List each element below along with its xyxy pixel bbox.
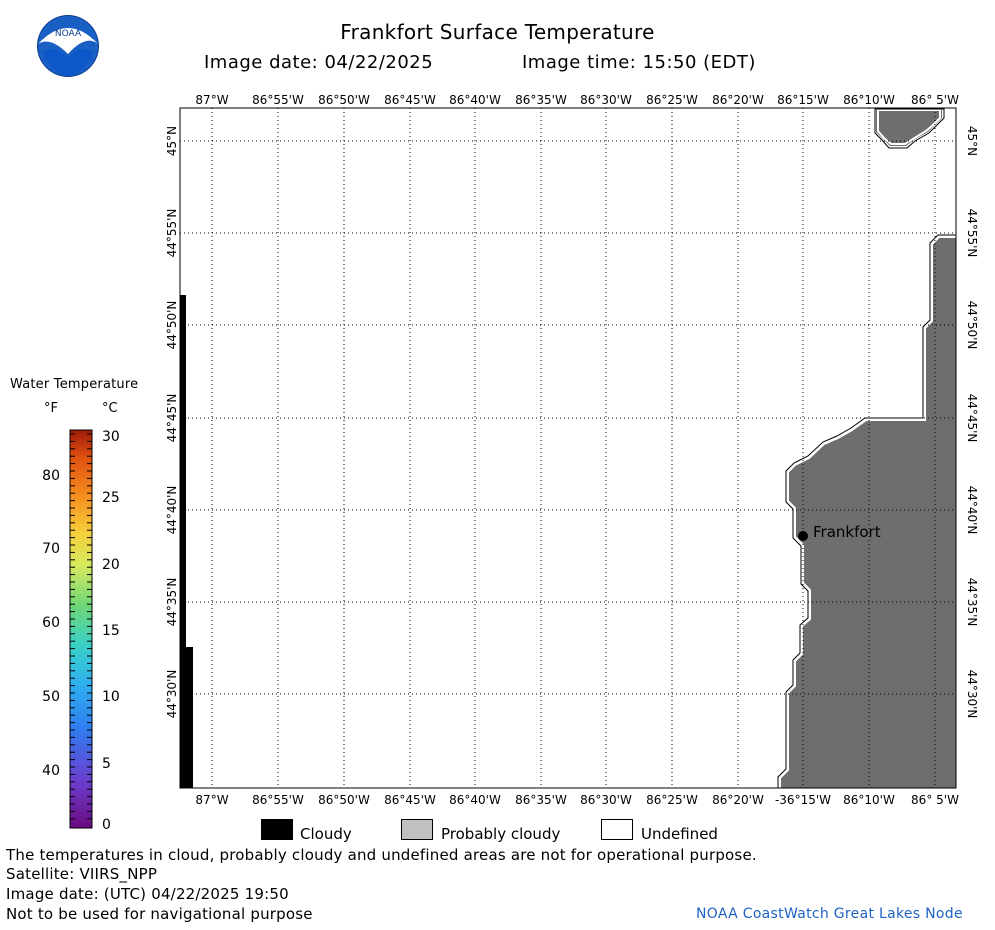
cloud-strip-upper xyxy=(180,295,186,647)
image-date: Image date: 04/22/2025 xyxy=(204,52,434,73)
frankfort-marker xyxy=(798,531,808,541)
lon-labels-top: 87°W 86°55'W 86°50'W 86°45'W 86°40'W 86°35'W 8… xyxy=(195,93,959,107)
island-border xyxy=(874,108,945,149)
lon-label-bottom: 86° 5'W xyxy=(911,793,959,807)
legend-label-probably-cloudy: Probably cloudy xyxy=(441,825,561,843)
noaa-logo: NOAA xyxy=(37,15,99,77)
lon-label-top: 87°W xyxy=(195,93,228,107)
lat-label-left: 44°45'N xyxy=(165,394,179,443)
fahrenheit-labels: 80 70 60 50 40 xyxy=(42,468,60,779)
unit-celsius: °C xyxy=(102,401,118,416)
fahrenheit-label: 60 xyxy=(42,615,60,631)
lon-label-bottom: 86°35'W xyxy=(515,793,567,807)
lon-label-top: 86°35'W xyxy=(515,93,567,107)
lon-label-top: 86°40'W xyxy=(449,93,501,107)
scale-title: Water Temperature xyxy=(10,377,139,392)
cloud-strip-lower xyxy=(180,647,193,788)
fahrenheit-label: 40 xyxy=(42,763,60,779)
legend-label-cloudy: Cloudy xyxy=(300,825,352,843)
lat-label-right: 44°55'N xyxy=(965,209,979,258)
fahrenheit-label: 70 xyxy=(42,541,60,557)
lon-label-top: 86° 5'W xyxy=(911,93,959,107)
lon-label-top: 86°25'W xyxy=(646,93,698,107)
lat-label-left: 45°N xyxy=(165,126,179,156)
shoreline-main xyxy=(779,236,956,788)
island-outline xyxy=(877,109,941,145)
legend-swatch-cloudy xyxy=(261,819,293,840)
lon-label-top: 86°30'W xyxy=(580,93,632,107)
lat-label-right: 44°50'N xyxy=(965,301,979,350)
fahrenheit-label: 50 xyxy=(42,689,60,705)
unit-fahrenheit: °F xyxy=(44,401,58,416)
lon-label-bottom: 86°45'W xyxy=(384,793,436,807)
lon-label-top: 86°55'W xyxy=(252,93,304,107)
land-mass-shore xyxy=(780,237,956,788)
lon-label-bottom: 86°10'W xyxy=(843,793,895,807)
lon-label-bottom: 86°30'W xyxy=(580,793,632,807)
celsius-label: 20 xyxy=(102,557,120,573)
land-mass-island xyxy=(876,110,942,146)
logo-text: NOAA xyxy=(55,29,82,39)
lat-label-left: 44°35'N xyxy=(165,578,179,627)
celsius-label: 30 xyxy=(102,429,120,445)
lon-label-bottom: 86°20'W xyxy=(712,793,764,807)
lon-label-top: 86°45'W xyxy=(384,93,436,107)
lat-label-right: 44°35'N xyxy=(965,578,979,627)
map-frame xyxy=(179,107,957,789)
footer-disclaimer: The temperatures in cloud, probably clou… xyxy=(6,846,757,864)
footer-utc-date: Image date: (UTC) 04/22/2025 19:50 xyxy=(6,885,289,903)
lon-label-top: 86°20'W xyxy=(712,93,764,107)
shoreline-outline xyxy=(777,234,956,788)
legend-swatch-undefined xyxy=(601,819,633,840)
lat-label-left: 44°55'N xyxy=(165,209,179,258)
lat-label-right: 45°N xyxy=(965,126,979,156)
image-time: Image time: 15:50 (EDT) xyxy=(522,52,756,73)
lat-label-left: 44°50'N xyxy=(165,301,179,350)
page-title: Frankfort Surface Temperature xyxy=(340,20,655,44)
celsius-label: 0 xyxy=(102,817,111,833)
lat-label-right: 44°30'N xyxy=(965,670,979,719)
legend-swatch-probably-cloudy xyxy=(401,819,433,840)
lon-label-top: 86°10'W xyxy=(843,93,895,107)
celsius-label: 15 xyxy=(102,623,120,639)
lat-label-right: 44°40'N xyxy=(965,486,979,535)
lon-label-bottom: 86°40'W xyxy=(449,793,501,807)
temperature-colorbar xyxy=(69,429,93,829)
lon-label-bottom: 87°W xyxy=(195,793,228,807)
lon-label-bottom: -36°15'W xyxy=(775,793,831,807)
footer-credit: NOAA CoastWatch Great Lakes Node xyxy=(696,906,963,922)
legend-label-undefined: Undefined xyxy=(641,825,718,843)
graticule xyxy=(180,108,956,788)
footer-navigation-warning: Not to be used for navigational purpose xyxy=(6,905,313,923)
scale-ticks xyxy=(70,433,92,820)
lon-labels-bottom: 87°W 86°55'W 86°50'W 86°45'W 86°40'W 86°35'W 8… xyxy=(195,793,959,807)
lat-label-right: 44°45'N xyxy=(965,394,979,443)
lat-label-left: 44°30'N xyxy=(165,670,179,719)
fahrenheit-label: 80 xyxy=(42,468,60,484)
lon-label-bottom: 86°50'W xyxy=(318,793,370,807)
lat-labels-left: 45°N 44°55'N 44°50'N 44°45'N 44°40'N 44°35'N 4… xyxy=(165,126,179,719)
celsius-label: 5 xyxy=(102,756,111,772)
lon-label-top: 86°50'W xyxy=(318,93,370,107)
celsius-label: 25 xyxy=(102,490,120,506)
lon-label-bottom: 86°25'W xyxy=(646,793,698,807)
celsius-labels: 30 25 20 15 10 5 0 xyxy=(102,429,120,833)
celsius-label: 10 xyxy=(102,689,120,705)
lon-label-top: 86°15'W xyxy=(777,93,829,107)
lat-labels-right: 45°N 44°55'N 44°50'N 44°45'N 44°40'N 44°35'N 4… xyxy=(965,126,979,719)
footer-satellite: Satellite: VIIRS_NPP xyxy=(6,865,158,883)
lon-label-bottom: 86°55'W xyxy=(252,793,304,807)
lat-label-left: 44°40'N xyxy=(165,486,179,535)
frankfort-label: Frankfort xyxy=(813,523,881,541)
